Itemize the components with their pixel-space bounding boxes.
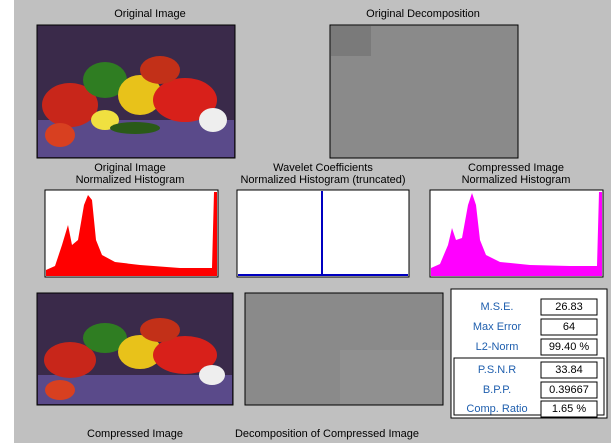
panel-title: Decomposition of Compressed Image	[235, 428, 419, 440]
stat-label: M.S.E.	[480, 301, 513, 313]
stat-label: Max Error	[473, 321, 522, 333]
stat-value: 26.83	[555, 301, 583, 313]
histogram-compressed	[430, 190, 603, 277]
original-decomposition	[330, 25, 518, 158]
histogram-coefficients	[237, 190, 409, 277]
stat-value: 64	[563, 321, 575, 333]
stat-label: L2-Norm	[476, 341, 519, 353]
panel-title: Compressed Image	[87, 428, 183, 440]
compressed-image	[37, 293, 233, 405]
panel-title: Original Image	[114, 8, 186, 20]
stat-value: 99.40 %	[549, 341, 590, 353]
wavelet-compression-window: Original Image Original Decomposition Or…	[0, 0, 611, 443]
stat-label: P.S.N.R	[478, 364, 516, 376]
stat-value: 33.84	[555, 364, 583, 376]
stat-label: Comp. Ratio	[466, 403, 527, 415]
stat-label: B.P.P.	[483, 384, 511, 396]
panel-title: Original Decomposition	[366, 8, 480, 20]
original-image	[37, 25, 235, 158]
stat-value: 0.39667	[549, 384, 589, 396]
stat-value: 1.65 %	[552, 403, 586, 415]
histogram-original	[45, 190, 218, 277]
compressed-decomposition	[245, 293, 443, 405]
